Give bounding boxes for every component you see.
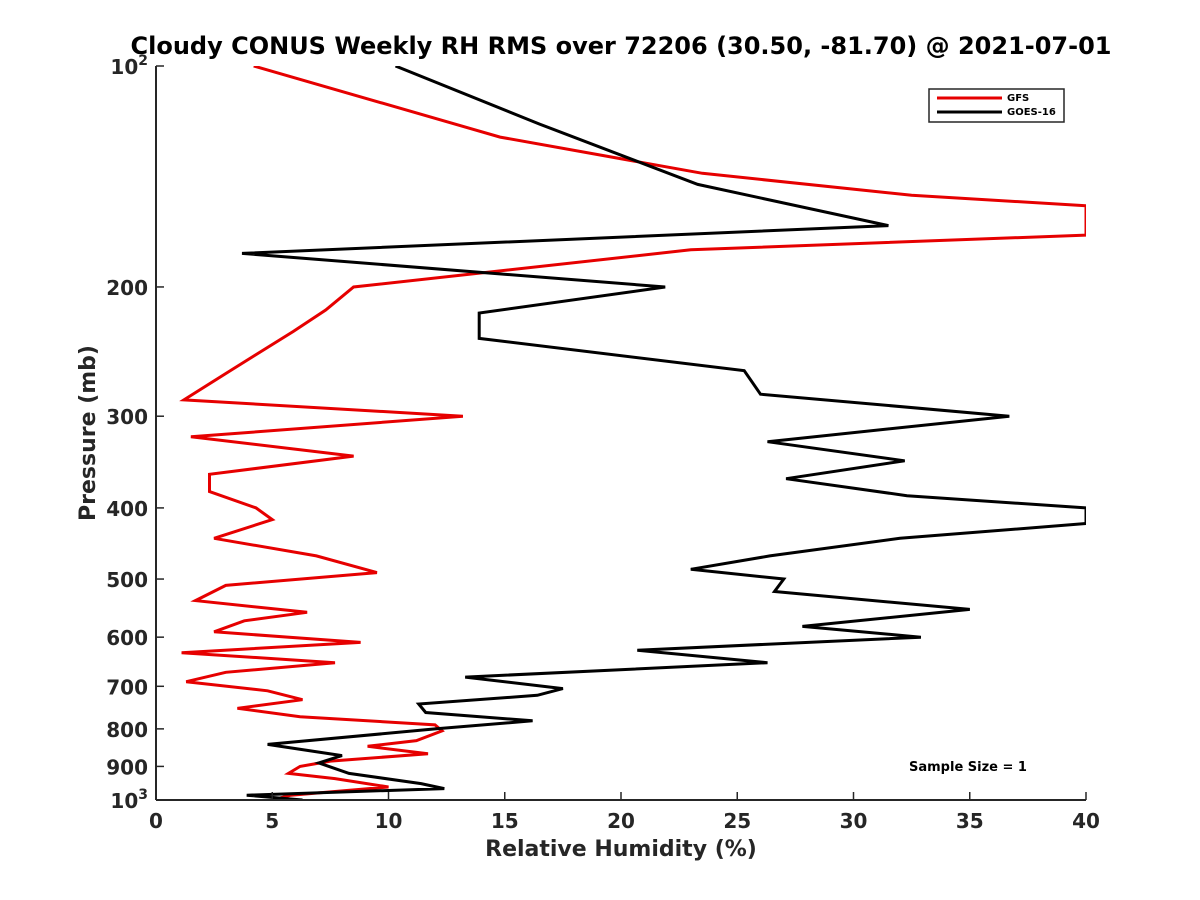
x-tick-label: 0 [149,809,163,833]
x-tick-label: 35 [956,809,984,833]
series-line-goes16 [241,66,1086,800]
x-tick-label: 30 [840,809,868,833]
legend-label-gfs: GFS [1007,93,1029,104]
y-tick-label: 400 [106,497,148,521]
y-tick-label: 900 [106,755,148,779]
y-tick-label: 700 [106,675,148,699]
y-tick-label: 300 [106,405,148,429]
sample-size-annotation: Sample Size = 1 [909,760,1027,775]
y-tick-label: 103 [110,787,148,813]
x-tick-label: 40 [1072,809,1100,833]
y-tick-label: 200 [106,276,148,300]
legend-box [928,88,1065,123]
x-tick-label: 15 [491,809,519,833]
axes-layer: 0 5 10 15 20 25 30 35 40 102 200 300 400 500 600 700 800… [106,53,1100,833]
x-axis-label: Relative Humidity (%) [485,837,757,862]
x-tick-label: 25 [723,809,751,833]
y-tick-label: 600 [106,626,148,650]
legend: GFS GOES-16 [928,88,1065,123]
y-axis-label: Pressure (mb) [76,345,101,521]
x-tick-label: 10 [375,809,403,833]
y-tick-label: 500 [106,568,148,592]
x-tick-label: 20 [607,809,635,833]
series-line-gfs [179,66,1086,800]
y-tick-label: 102 [110,53,148,79]
chart-title: Cloudy CONUS Weekly RH RMS over 72206 (3… [131,32,1112,60]
x-tick-label: 5 [265,809,279,833]
legend-label-goes16: GOES-16 [1007,107,1056,118]
y-tick-label: 800 [106,718,148,742]
series-layer [179,66,1086,800]
